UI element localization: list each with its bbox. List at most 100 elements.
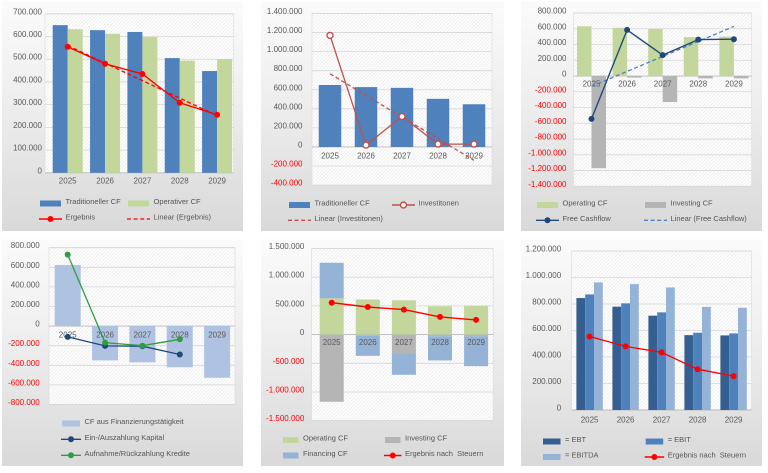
svg-text:1.200.000: 1.200.000: [267, 26, 303, 35]
svg-text:Ergebnis nach Steuern: Ergebnis nach Steuern: [668, 451, 746, 460]
svg-text:400.000: 400.000: [274, 102, 303, 111]
svg-text:-400.000: -400.000: [8, 359, 40, 368]
svg-text:2025: 2025: [583, 80, 601, 89]
svg-text:200.000: 200.000: [11, 300, 40, 309]
svg-text:2027: 2027: [393, 152, 411, 161]
svg-text:600.000: 600.000: [532, 324, 561, 333]
svg-text:0: 0: [557, 404, 562, 413]
svg-text:2026: 2026: [617, 416, 635, 425]
svg-text:-200.000: -200.000: [271, 160, 303, 169]
svg-text:Linear (Free Cashflow): Linear (Free Cashflow): [671, 214, 748, 223]
svg-text:2025: 2025: [321, 152, 339, 161]
svg-text:-400.000: -400.000: [271, 179, 303, 188]
svg-text:Traditioneller CF: Traditioneller CF: [315, 199, 371, 208]
svg-text:CF aus Finanzierungstätigkeit: CF aus Finanzierungstätigkeit: [85, 417, 185, 426]
svg-text:1.200.000: 1.200.000: [526, 245, 562, 254]
svg-text:Ein-/Auszahlung Kapital: Ein-/Auszahlung Kapital: [85, 433, 165, 442]
svg-text:2028: 2028: [689, 80, 707, 89]
svg-text:Ergebnis: Ergebnis: [66, 213, 96, 222]
svg-text:1.500.000: 1.500.000: [269, 242, 305, 251]
svg-text:-800.000: -800.000: [535, 133, 567, 142]
svg-text:2027: 2027: [134, 331, 152, 340]
svg-text:-1.200.000: -1.200.000: [528, 164, 567, 173]
svg-text:400.000: 400.000: [538, 38, 567, 47]
svg-text:1.000.000: 1.000.000: [526, 271, 562, 280]
svg-text:= EBITDA: = EBITDA: [565, 451, 599, 460]
svg-text:600.000: 600.000: [13, 30, 42, 39]
svg-text:600.000: 600.000: [11, 261, 40, 270]
svg-text:-200.000: -200.000: [535, 85, 567, 94]
svg-text:700.000: 700.000: [13, 7, 42, 16]
svg-text:600.000: 600.000: [538, 22, 567, 31]
svg-text:200.000: 200.000: [274, 121, 303, 130]
svg-text:0: 0: [562, 70, 567, 79]
svg-text:-1.000.000: -1.000.000: [266, 386, 305, 395]
svg-text:2027: 2027: [653, 416, 671, 425]
svg-text:2027: 2027: [654, 80, 672, 89]
svg-text:-600.000: -600.000: [535, 117, 567, 126]
svg-text:800.000: 800.000: [11, 241, 40, 250]
svg-text:2029: 2029: [725, 80, 743, 89]
svg-text:200.000: 200.000: [538, 54, 567, 63]
svg-text:2025: 2025: [581, 416, 599, 425]
svg-text:1.000.000: 1.000.000: [267, 45, 303, 54]
svg-text:-1.000.000: -1.000.000: [528, 148, 567, 157]
svg-text:Financing CF: Financing CF: [303, 449, 348, 458]
svg-text:200.000: 200.000: [13, 121, 42, 130]
svg-text:Operating CF: Operating CF: [303, 434, 348, 443]
svg-text:2028: 2028: [171, 177, 189, 186]
svg-text:Investitonen: Investitonen: [419, 199, 459, 208]
svg-text:300.000: 300.000: [13, 98, 42, 107]
svg-text:0: 0: [300, 328, 305, 337]
svg-text:2026: 2026: [96, 177, 114, 186]
svg-text:2029: 2029: [208, 177, 226, 186]
svg-text:100.000: 100.000: [13, 144, 42, 153]
svg-text:500.000: 500.000: [275, 299, 304, 308]
svg-text:2029: 2029: [465, 152, 483, 161]
svg-text:2028: 2028: [689, 416, 707, 425]
svg-text:2029: 2029: [208, 331, 226, 340]
svg-text:Traditioneller CF: Traditioneller CF: [66, 197, 122, 206]
svg-text:2028: 2028: [429, 152, 447, 161]
svg-text:Investing CF: Investing CF: [405, 434, 448, 443]
svg-text:1.400.000: 1.400.000: [267, 7, 303, 16]
svg-text:2026: 2026: [618, 80, 636, 89]
svg-text:Ergebnis nach Steuern: Ergebnis nach Steuern: [405, 449, 483, 458]
svg-text:-800.000: -800.000: [8, 398, 40, 407]
svg-text:Linear (Ergebnis): Linear (Ergebnis): [154, 213, 212, 222]
svg-text:-600.000: -600.000: [8, 378, 40, 387]
svg-text:-500.000: -500.000: [273, 357, 305, 366]
svg-text:-1.400.000: -1.400.000: [528, 180, 567, 189]
svg-text:Aufnahme/Rückzahlung Kredite: Aufnahme/Rückzahlung Kredite: [85, 449, 190, 458]
svg-text:600.000: 600.000: [274, 83, 303, 92]
svg-text:Operativer CF: Operativer CF: [154, 197, 202, 206]
svg-text:Investing CF: Investing CF: [671, 199, 714, 208]
svg-text:400.000: 400.000: [13, 75, 42, 84]
svg-text:0: 0: [298, 140, 303, 149]
svg-text:Free Cashflow: Free Cashflow: [563, 214, 612, 223]
svg-text:800.000: 800.000: [532, 298, 561, 307]
svg-text:Operating CF: Operating CF: [563, 199, 608, 208]
svg-text:2028: 2028: [171, 331, 189, 340]
svg-text:2027: 2027: [134, 177, 152, 186]
svg-text:2028: 2028: [431, 338, 449, 347]
svg-text:400.000: 400.000: [11, 280, 40, 289]
svg-text:1.000.000: 1.000.000: [269, 271, 305, 280]
svg-text:-200.000: -200.000: [8, 339, 40, 348]
svg-text:0: 0: [38, 166, 43, 175]
svg-text:= EBT: = EBT: [565, 435, 586, 444]
svg-text:500.000: 500.000: [13, 53, 42, 62]
svg-text:800.000: 800.000: [538, 7, 567, 16]
svg-text:2025: 2025: [323, 338, 341, 347]
svg-text:200.000: 200.000: [532, 377, 561, 386]
svg-text:2029: 2029: [725, 416, 743, 425]
svg-text:= EBIT: = EBIT: [668, 435, 692, 444]
svg-text:0: 0: [35, 320, 40, 329]
svg-text:2026: 2026: [357, 152, 375, 161]
svg-text:2025: 2025: [59, 177, 77, 186]
svg-text:-1.500.000: -1.500.000: [266, 414, 305, 423]
svg-text:2027: 2027: [395, 338, 413, 347]
svg-text:-400.000: -400.000: [535, 101, 567, 110]
svg-text:400.000: 400.000: [532, 351, 561, 360]
svg-text:800.000: 800.000: [274, 64, 303, 73]
